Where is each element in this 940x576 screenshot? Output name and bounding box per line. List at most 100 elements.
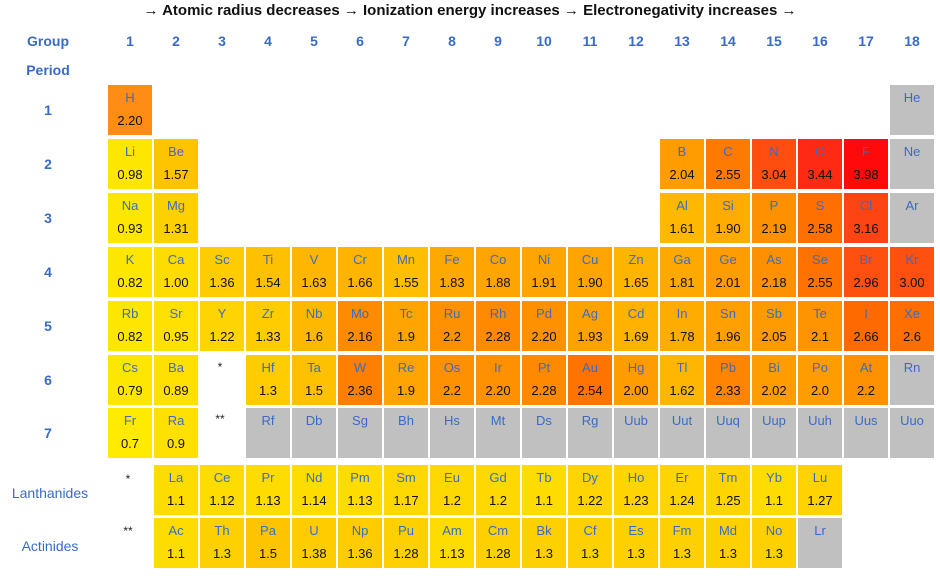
electronegativity-value: 1.1	[534, 493, 554, 508]
element-cell-al: Al 1.61	[660, 193, 704, 243]
element-symbol: Th	[214, 523, 230, 538]
element-cell-tc: Tc 1.9	[384, 301, 428, 351]
element-cell-c: C 2.55	[706, 139, 750, 189]
element-symbol: Pt	[537, 360, 551, 375]
element-cell-ds: Ds	[522, 408, 566, 458]
element-cell-sm: Sm 1.17	[384, 465, 428, 515]
element-cell-uup: Uup	[752, 408, 796, 458]
element-symbol: Pu	[398, 523, 414, 538]
electronegativity-value: 1.25	[715, 493, 741, 508]
electronegativity-value: 1.3	[626, 546, 646, 561]
electronegativity-value: 1.27	[807, 493, 833, 508]
electronegativity-value: 1.96	[715, 329, 741, 344]
element-symbol: Po	[812, 360, 828, 375]
element-cell-mo: Mo 2.16	[338, 301, 382, 351]
element-symbol: O	[814, 144, 826, 159]
element-symbol: Ra	[167, 413, 185, 428]
element-cell-ar: Ar	[890, 193, 934, 243]
element-cell-li: Li 0.98	[108, 139, 152, 189]
group-header-3: 3	[218, 33, 226, 49]
element-cell-cr: Cr 1.66	[338, 247, 382, 297]
electronegativity-value: 2.28	[531, 383, 557, 398]
element-symbol: Sm	[396, 470, 416, 485]
element-symbol: Na	[121, 198, 139, 213]
element-symbol: Ne	[903, 144, 921, 159]
electronegativity-value: 2.1	[810, 329, 830, 344]
electronegativity-value: 1.2	[442, 493, 462, 508]
electronegativity-value: 1.83	[439, 275, 465, 290]
electronegativity-value: 1.66	[347, 275, 373, 290]
electronegativity-value: 1.1	[764, 493, 784, 508]
electronegativity-value: 1.63	[301, 275, 327, 290]
electronegativity-value: 1.13	[347, 493, 373, 508]
actinide-marker-row: **	[123, 524, 133, 538]
element-symbol: Be	[168, 144, 184, 159]
element-symbol: Hg	[627, 360, 645, 375]
element-cell-he: He	[890, 85, 934, 135]
element-symbol: V	[309, 252, 319, 267]
element-symbol: Ho	[627, 470, 645, 485]
element-cell-cm: Cm 1.28	[476, 518, 520, 568]
element-cell-uuh: Uuh	[798, 408, 842, 458]
element-symbol: Co	[489, 252, 507, 267]
electronegativity-value: 1.2	[488, 493, 508, 508]
element-cell-ho: Ho 1.23	[614, 465, 658, 515]
element-cell-ce: Ce 1.12	[200, 465, 244, 515]
element-cell-si: Si 1.90	[706, 193, 750, 243]
element-symbol: Fr	[123, 413, 137, 428]
element-cell-ta: Ta 1.5	[292, 355, 336, 405]
period-label-1: 1	[44, 102, 52, 118]
element-symbol: Eu	[444, 470, 460, 485]
element-symbol: Np	[351, 523, 369, 538]
electronegativity-value: 1.3	[718, 546, 738, 561]
element-cell-ge: Ge 2.01	[706, 247, 750, 297]
electronegativity-value: 3.04	[761, 167, 787, 182]
element-symbol: Ge	[719, 252, 737, 267]
electronegativity-value: 2.55	[807, 275, 833, 290]
element-cell-ag: Ag 1.93	[568, 301, 612, 351]
element-cell-es: Es 1.3	[614, 518, 658, 568]
electronegativity-value: 3.00	[899, 275, 925, 290]
element-symbol: Sn	[720, 306, 736, 321]
element-symbol: He	[903, 90, 921, 105]
element-cell-n: N 3.04	[752, 139, 796, 189]
electronegativity-value: 1.00	[163, 275, 189, 290]
electronegativity-value: 2.20	[485, 383, 511, 398]
electronegativity-value: 1.36	[209, 275, 235, 290]
element-cell-la: La 1.1	[154, 465, 198, 515]
electronegativity-value: 0.79	[117, 383, 143, 398]
element-cell-at: At 2.2	[844, 355, 888, 405]
element-cell-gd: Gd 1.2	[476, 465, 520, 515]
element-symbol: Kr	[905, 252, 919, 267]
element-cell-ca: Ca 1.00	[154, 247, 198, 297]
element-symbol: H	[125, 90, 135, 105]
element-cell-ru: Ru 2.2	[430, 301, 474, 351]
element-symbol: Rg	[581, 413, 599, 428]
element-symbol: Ca	[167, 252, 185, 267]
element-symbol: B	[677, 144, 687, 159]
element-cell-ga: Ga 1.81	[660, 247, 704, 297]
element-symbol: Gd	[489, 470, 507, 485]
electronegativity-value: 1.90	[577, 275, 603, 290]
element-cell-w: W 2.36	[338, 355, 382, 405]
electronegativity-value: 1.55	[393, 275, 419, 290]
electronegativity-value: 1.12	[209, 493, 235, 508]
electronegativity-value: 0.82	[117, 329, 143, 344]
electronegativity-value: 1.57	[163, 167, 189, 182]
element-cell-os: Os 2.2	[430, 355, 474, 405]
element-cell-i: I 2.66	[844, 301, 888, 351]
element-symbol: Uup	[762, 413, 786, 428]
element-symbol: Mo	[350, 306, 370, 321]
element-cell-sb: Sb 2.05	[752, 301, 796, 351]
element-symbol: Br	[859, 252, 873, 267]
electronegativity-value: 1.3	[258, 383, 278, 398]
element-cell-cs: Cs 0.79	[108, 355, 152, 405]
electronegativity-value: 2.55	[715, 167, 741, 182]
element-cell-rn: Rn	[890, 355, 934, 405]
element-cell-cl: Cl 3.16	[844, 193, 888, 243]
element-symbol: Uub	[624, 413, 648, 428]
electronegativity-value: 0.98	[117, 167, 143, 182]
period-label-3: 3	[44, 210, 52, 226]
element-cell-b: B 2.04	[660, 139, 704, 189]
element-symbol: Tm	[718, 470, 738, 485]
